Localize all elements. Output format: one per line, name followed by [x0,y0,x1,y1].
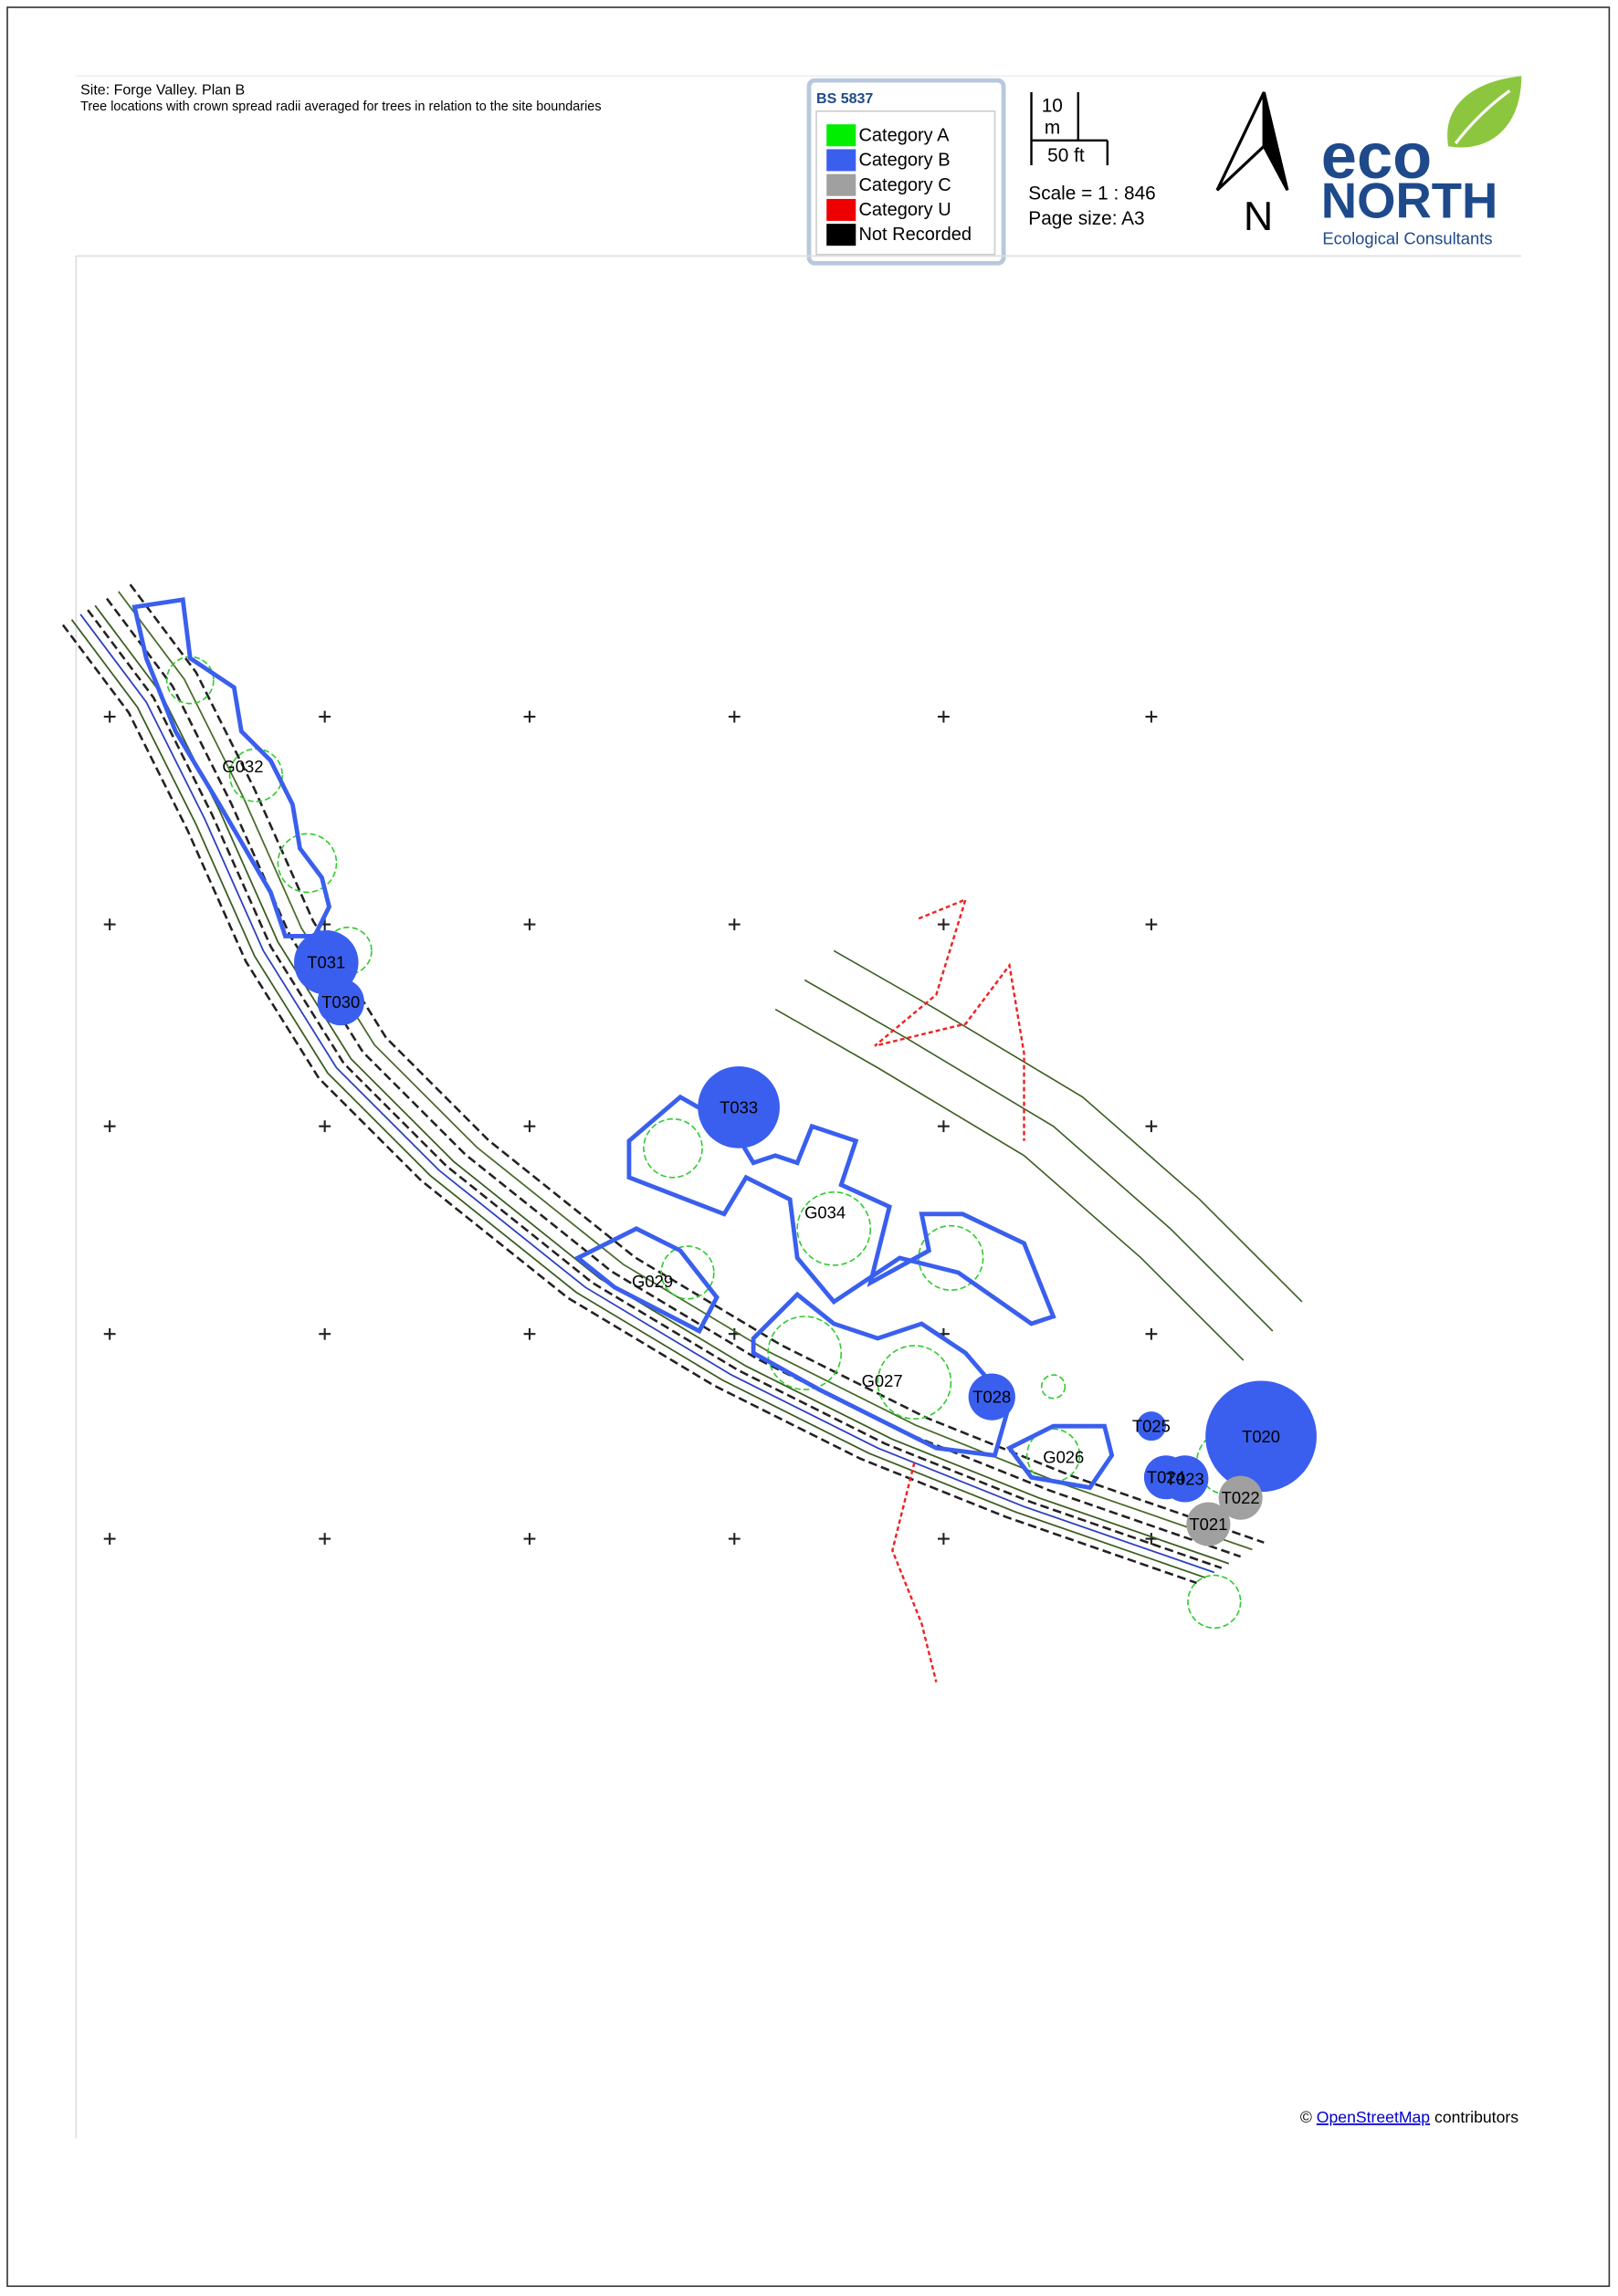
tree-label: T023 [1166,1469,1204,1488]
attribution-prefix: © [1300,2108,1312,2126]
logo-tagline: Ecological Consultants [1322,229,1492,248]
scale-metric: 10 [1042,95,1063,116]
tree-label: T033 [720,1097,758,1117]
legend-label: Category C [858,175,951,195]
tree-label: T031 [307,953,345,972]
tree-label: T022 [1222,1488,1260,1507]
scale-ratio: Scale = 1 : 846 [1028,183,1155,204]
legend-label: Category B [858,151,950,171]
scale-imperial: 50 ft [1047,145,1085,166]
legend-swatch [826,199,856,221]
page: Site: Forge Valley. Plan B Tree location… [0,0,1618,2296]
group-label: G026 [1043,1447,1084,1466]
group-label: G032 [222,757,263,776]
legend-swatch [826,124,856,146]
legend: BS 5837 Category A Category B Category C Ca… [809,80,1003,263]
legend-title: BS 5837 [816,90,873,107]
tree-label: T020 [1242,1427,1280,1446]
sheet-border [7,7,1609,2286]
site-title: Site: Forge Valley. Plan B [80,82,245,99]
tree-label: T030 [321,992,360,1012]
attribution-suffix: contributors [1434,2108,1518,2126]
tree-label: T021 [1189,1515,1227,1534]
attribution-link[interactable]: OpenStreetMap [1317,2108,1431,2126]
tree-label: T025 [1132,1417,1171,1436]
legend-label: Category A [858,125,950,145]
group-label: G027 [862,1371,903,1390]
attribution: © OpenStreetMap contributors [1300,2108,1518,2126]
legend-swatch [826,149,856,171]
scale-metric-unit: m [1045,117,1060,138]
logo-north: NORTH [1321,173,1498,229]
legend-swatch [826,174,856,196]
site-subtitle: Tree locations with crown spread radii a… [80,100,601,114]
legend-label: Category U [858,200,951,220]
legend-label: Not Recorded [858,225,971,245]
map-sheet: Site: Forge Valley. Plan B Tree location… [0,0,1618,2296]
legend-swatch [826,224,856,246]
tree-label: T028 [972,1388,1011,1407]
group-label: G034 [804,1203,846,1222]
group-label: G029 [632,1272,673,1291]
page-size: Page size: A3 [1028,208,1144,229]
north-label: N [1244,193,1273,239]
